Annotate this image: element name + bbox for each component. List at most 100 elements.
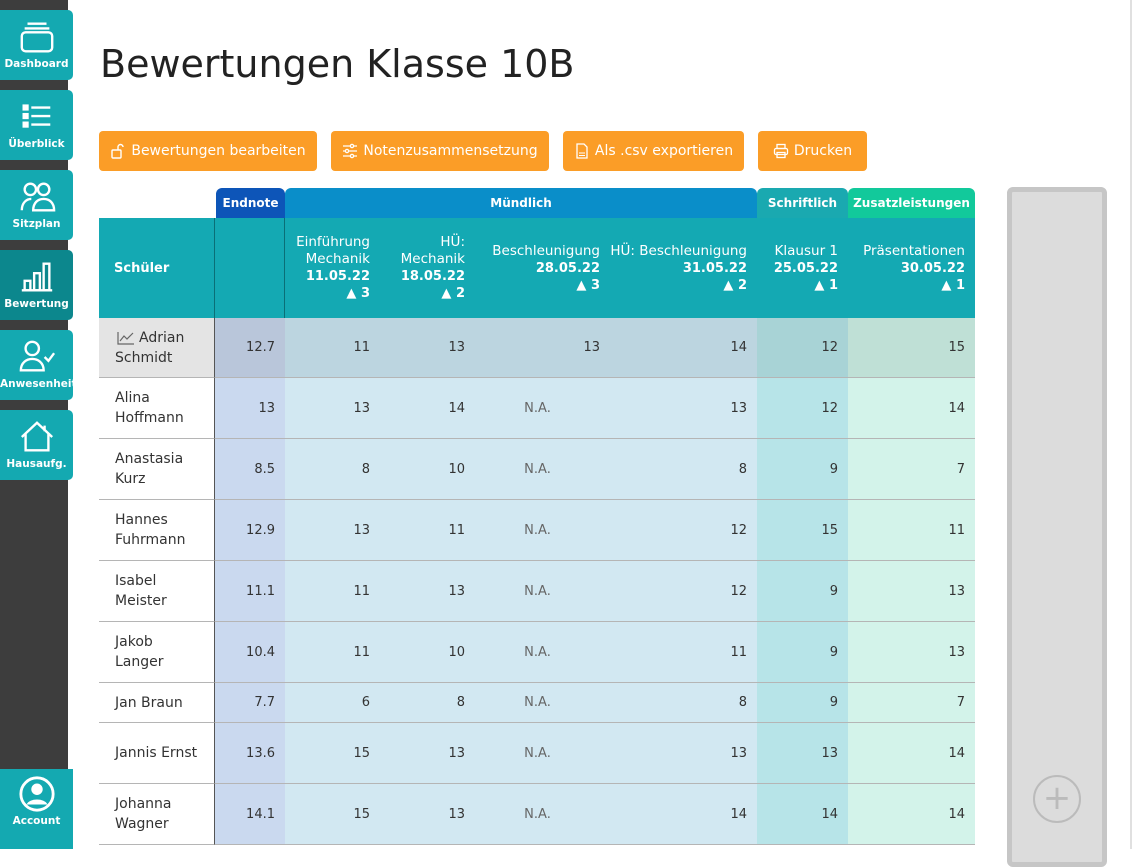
grade-cell[interactable]: N.A. <box>475 723 610 784</box>
grade-cell[interactable]: 13 <box>610 378 757 439</box>
grade-cell[interactable]: 13 <box>380 561 475 622</box>
grade-value: 14 <box>821 806 838 822</box>
student-name[interactable]: Jan Braun <box>99 683 215 723</box>
grade-value: 8 <box>738 461 747 477</box>
grade-value: 13 <box>448 745 465 761</box>
grade-cell[interactable]: 15 <box>285 723 380 784</box>
column-weight: 3 <box>360 286 370 301</box>
sidebar-item-bewertung[interactable]: Bewertung <box>0 250 73 320</box>
sidebar-item-label: Dashboard <box>4 58 69 70</box>
grade-cell[interactable]: N.A. <box>475 683 610 723</box>
grade-cell[interactable]: 14 <box>610 318 757 378</box>
grade-cell[interactable]: 8 <box>610 683 757 723</box>
grade-cell[interactable]: 11 <box>285 622 380 683</box>
grade-value: 11 <box>353 340 370 355</box>
group-schriftlich: Schriftlich <box>757 188 848 218</box>
grade-cell[interactable]: 11 <box>380 500 475 561</box>
grade-cell[interactable]: 10 <box>380 622 475 683</box>
export-csv-label: Als .csv exportieren <box>594 143 734 159</box>
grade-value: 13 <box>448 583 465 599</box>
sidebar-item-sitzplan[interactable]: Sitzplan <box>0 170 73 240</box>
grade-value: 9 <box>829 583 838 599</box>
column-header[interactable]: HÜ: Beschleunigung 31.05.22 ▲ 2 <box>610 218 757 318</box>
grade-cell[interactable]: 13 <box>285 500 380 561</box>
grade-cell[interactable]: 13 <box>380 784 475 845</box>
student-name[interactable]: Alina Hoffmann <box>99 378 215 439</box>
grade-cell[interactable]: 12 <box>757 378 848 439</box>
edit-grades-button[interactable]: Bewertungen bearbeiten <box>99 131 317 171</box>
print-button[interactable]: Drucken <box>758 131 867 171</box>
grade-cell[interactable]: 13 <box>610 723 757 784</box>
student-name-text: Hannes Fuhrmann <box>115 512 186 548</box>
sidebar-item-hausaufg[interactable]: Hausaufg. <box>0 410 73 480</box>
grade-value: 11 <box>948 522 965 538</box>
grade-cell[interactable]: 11 <box>285 561 380 622</box>
grade-cell[interactable]: 14 <box>610 784 757 845</box>
grade-cell[interactable]: N.A. <box>475 622 610 683</box>
scrollbar[interactable] <box>1130 0 1132 849</box>
student-name[interactable]: Anastasia Kurz <box>99 439 215 500</box>
grade-cell[interactable]: 13 <box>757 723 848 784</box>
grade-cell[interactable]: 14 <box>848 723 975 784</box>
grade-cell[interactable]: 13 <box>848 622 975 683</box>
grade-cell[interactable]: 14 <box>848 784 975 845</box>
sidebar-item-account[interactable]: Account <box>0 769 73 849</box>
grade-cell[interactable]: 13 <box>380 318 475 378</box>
column-header[interactable]: HÜ: Mechanik 18.05.22 ▲ 2 <box>380 218 475 318</box>
grade-cell[interactable]: 13 <box>848 561 975 622</box>
grade-cell[interactable]: 14 <box>848 378 975 439</box>
grade-cell[interactable]: N.A. <box>475 500 610 561</box>
grade-cell[interactable]: 8 <box>285 439 380 500</box>
grade-cell[interactable]: N.A. <box>475 784 610 845</box>
sidebar-item-dashboard[interactable]: Dashboard <box>0 10 73 80</box>
grade-cell[interactable]: 13 <box>380 723 475 784</box>
grade-cell[interactable]: 12 <box>757 318 848 378</box>
grade-cell[interactable]: 13 <box>285 378 380 439</box>
grade-value: N.A. <box>524 644 551 660</box>
grade-cell[interactable]: 15 <box>285 784 380 845</box>
grade-cell[interactable]: 12 <box>610 561 757 622</box>
student-name[interactable]: Adrian Schmidt <box>99 318 215 378</box>
grade-cell[interactable]: 7 <box>848 439 975 500</box>
grade-cell[interactable]: 11 <box>610 622 757 683</box>
export-csv-button[interactable]: Als .csv exportieren <box>563 131 744 171</box>
column-header[interactable]: Einführung Mechanik 11.05.22 ▲ 3 <box>285 218 380 318</box>
grade-cell[interactable]: N.A. <box>475 561 610 622</box>
grade-cell[interactable]: 12 <box>610 500 757 561</box>
column-header[interactable]: Präsentationen 30.05.22 ▲ 1 <box>848 218 975 318</box>
grade-composition-button[interactable]: Notenzusammensetzung <box>331 131 549 171</box>
grade-cell[interactable]: 13 <box>475 318 610 378</box>
grade-value: 14 <box>730 806 747 822</box>
grade-cell[interactable]: 7 <box>848 683 975 723</box>
grade-value: 13 <box>730 745 747 761</box>
sidebar-item-überblick[interactable]: Überblick <box>0 90 73 160</box>
sidebar-item-anwesenheit[interactable]: Anwesenheit <box>0 330 76 400</box>
grade-cell[interactable]: 6 <box>285 683 380 723</box>
grade-cell[interactable]: 15 <box>848 318 975 378</box>
grade-cell[interactable]: 10 <box>380 439 475 500</box>
grade-cell[interactable]: 9 <box>757 439 848 500</box>
grade-cell[interactable]: 14 <box>757 784 848 845</box>
student-name[interactable]: Hannes Fuhrmann <box>99 500 215 561</box>
add-column-button[interactable]: + <box>1033 775 1081 823</box>
student-name[interactable]: Johanna Wagner <box>99 784 215 845</box>
grade-cell[interactable]: 8 <box>380 683 475 723</box>
grade-cell[interactable]: N.A. <box>475 439 610 500</box>
student-name[interactable]: Jannis Ernst <box>99 723 215 784</box>
student-name[interactable]: Isabel Meister <box>99 561 215 622</box>
grade-cell[interactable]: 9 <box>757 622 848 683</box>
student-name[interactable]: Jakob Langer <box>99 622 215 683</box>
grade-cell[interactable]: 8 <box>610 439 757 500</box>
grade-cell[interactable]: 9 <box>757 561 848 622</box>
grade-value: 9 <box>829 644 838 660</box>
grade-cell[interactable]: 14 <box>380 378 475 439</box>
grade-value: 11 <box>353 644 370 660</box>
column-header[interactable]: Beschleunigung 28.05.22 ▲ 3 <box>475 218 610 318</box>
grade-cell[interactable]: 11 <box>285 318 380 378</box>
column-header[interactable]: Klausur 1 25.05.22 ▲ 1 <box>757 218 848 318</box>
grade-cell[interactable]: 11 <box>848 500 975 561</box>
grade-cell[interactable]: 9 <box>757 683 848 723</box>
grade-cell[interactable]: N.A. <box>475 378 610 439</box>
grade-cell[interactable]: 15 <box>757 500 848 561</box>
final-grade: 13.6 <box>246 745 275 761</box>
